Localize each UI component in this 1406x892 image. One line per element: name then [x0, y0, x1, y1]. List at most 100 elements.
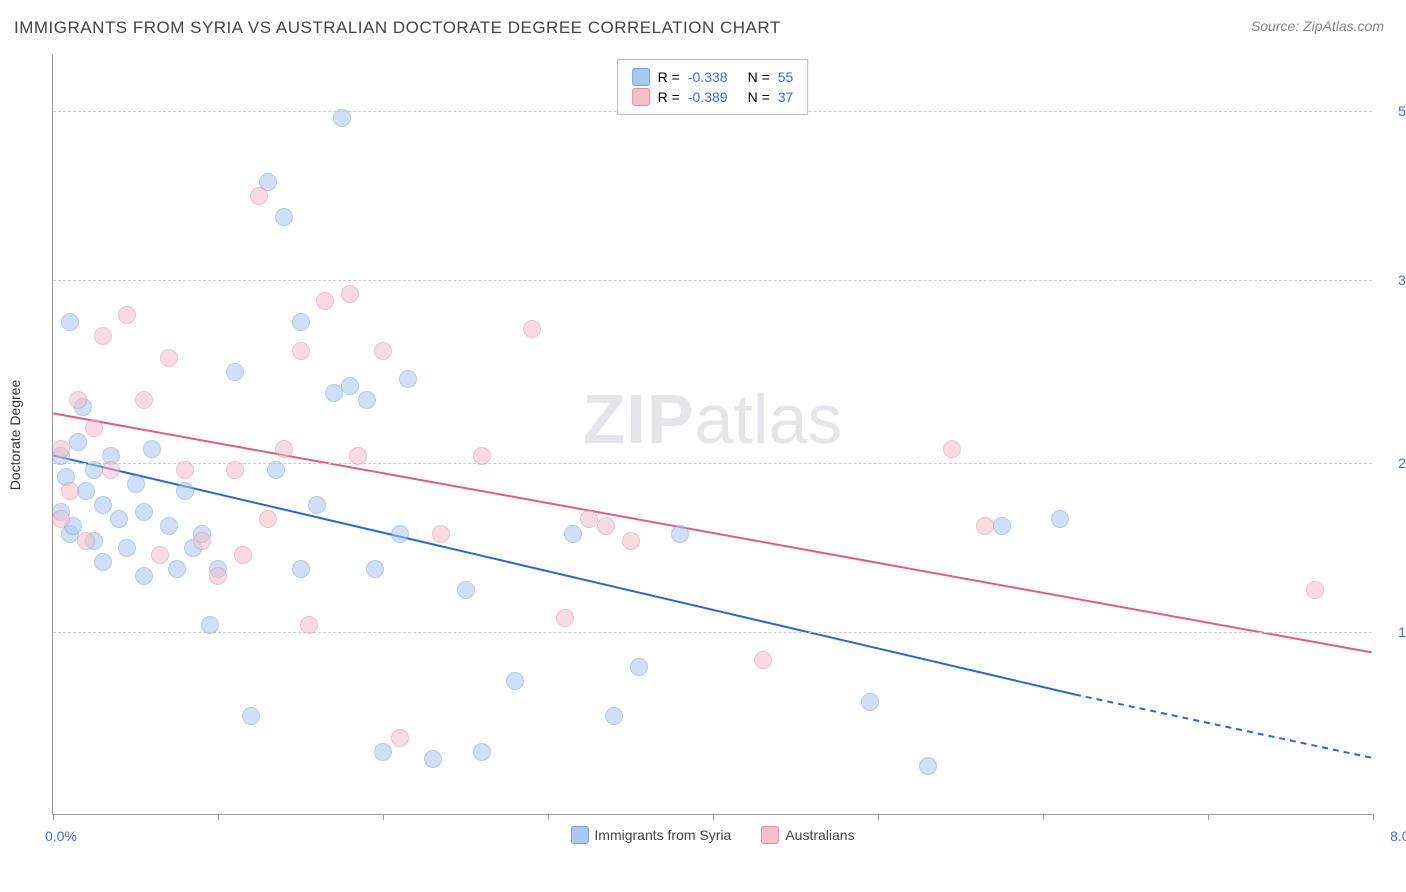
- scatter-point: [259, 510, 277, 528]
- scatter-point: [424, 750, 442, 768]
- scatter-point: [135, 391, 153, 409]
- scatter-point: [473, 743, 491, 761]
- series-legend: Immigrants from Syria Australians: [570, 826, 854, 844]
- scatter-point: [374, 743, 392, 761]
- legend-n-label: N =: [748, 89, 770, 105]
- x-axis-min-label: 0.0%: [45, 828, 77, 844]
- scatter-point: [580, 510, 598, 528]
- legend-r-value: -0.389: [688, 89, 728, 105]
- scatter-point: [556, 609, 574, 627]
- x-tick: [1043, 814, 1044, 820]
- legend-series-item: Immigrants from Syria: [570, 826, 731, 844]
- scatter-point: [292, 560, 310, 578]
- scatter-point: [176, 461, 194, 479]
- scatter-point: [85, 419, 103, 437]
- scatter-point: [366, 560, 384, 578]
- scatter-point: [1306, 581, 1324, 599]
- legend-series-item: Australians: [761, 826, 854, 844]
- scatter-point: [135, 567, 153, 585]
- scatter-point: [242, 707, 260, 725]
- scatter-point: [1051, 510, 1069, 528]
- watermark-bold: ZIP: [583, 380, 695, 458]
- legend-series-label: Immigrants from Syria: [594, 827, 731, 843]
- scatter-point: [52, 510, 70, 528]
- scatter-point: [630, 658, 648, 676]
- trend-lines-svg: [53, 55, 1372, 814]
- scatter-point: [250, 187, 268, 205]
- legend-swatch: [632, 68, 650, 86]
- x-tick: [713, 814, 714, 820]
- scatter-point: [993, 517, 1011, 535]
- scatter-point: [622, 532, 640, 550]
- legend-correlation-row: R = -0.389 N = 37: [632, 88, 794, 106]
- scatter-point: [110, 510, 128, 528]
- scatter-point: [976, 517, 994, 535]
- scatter-point: [473, 447, 491, 465]
- scatter-point: [94, 553, 112, 571]
- scatter-point: [292, 342, 310, 360]
- y-tick-label: 5.0%: [1398, 103, 1406, 119]
- scatter-point: [292, 313, 310, 331]
- scatter-point: [399, 370, 417, 388]
- scatter-point: [52, 440, 70, 458]
- scatter-point: [176, 482, 194, 500]
- gridline: [53, 632, 1372, 633]
- scatter-point: [94, 496, 112, 514]
- scatter-point: [77, 482, 95, 500]
- scatter-point: [457, 581, 475, 599]
- scatter-point: [226, 363, 244, 381]
- x-axis-max-label: 8.0%: [1390, 828, 1406, 844]
- scatter-point: [267, 461, 285, 479]
- chart-title: IMMIGRANTS FROM SYRIA VS AUSTRALIAN DOCT…: [14, 18, 781, 38]
- scatter-point: [671, 525, 689, 543]
- scatter-point: [341, 377, 359, 395]
- scatter-point: [168, 560, 186, 578]
- scatter-point: [102, 461, 120, 479]
- scatter-point: [564, 525, 582, 543]
- scatter-point: [77, 532, 95, 550]
- y-tick-label: 2.5%: [1398, 455, 1406, 471]
- scatter-point: [201, 616, 219, 634]
- scatter-point: [391, 525, 409, 543]
- scatter-point: [151, 546, 169, 564]
- scatter-point: [118, 306, 136, 324]
- legend-n-value: 37: [778, 89, 794, 105]
- x-tick: [53, 814, 54, 820]
- scatter-point: [861, 693, 879, 711]
- scatter-point: [127, 475, 145, 493]
- legend-n-value: 55: [778, 69, 794, 85]
- watermark-text: ZIPatlas: [583, 379, 843, 459]
- gridline: [53, 280, 1372, 281]
- x-tick: [548, 814, 549, 820]
- source-label: Source: ZipAtlas.com: [1251, 18, 1384, 34]
- scatter-point: [226, 461, 244, 479]
- legend-n-label: N =: [748, 69, 770, 85]
- chart-plot-area: Doctorate Degree ZIPatlas R = -0.338N = …: [52, 55, 1372, 815]
- legend-swatch: [570, 826, 588, 844]
- y-tick-label: 1.3%: [1398, 624, 1406, 640]
- scatter-point: [69, 433, 87, 451]
- x-tick: [218, 814, 219, 820]
- scatter-point: [209, 567, 227, 585]
- scatter-point: [523, 320, 541, 338]
- x-tick: [383, 814, 384, 820]
- scatter-point: [275, 208, 293, 226]
- correlation-legend: R = -0.338N = 55R = -0.389N = 37: [617, 59, 809, 115]
- legend-series-label: Australians: [785, 827, 854, 843]
- scatter-point: [61, 313, 79, 331]
- y-axis-title: Doctorate Degree: [7, 379, 23, 490]
- scatter-point: [325, 384, 343, 402]
- trend-line: [53, 413, 1371, 652]
- legend-correlation-row: R = -0.338N = 55: [632, 68, 794, 86]
- y-tick-label: 3.8%: [1398, 272, 1406, 288]
- legend-r-label: R =: [658, 69, 680, 85]
- legend-r-label: R =: [658, 89, 680, 105]
- scatter-point: [118, 539, 136, 557]
- scatter-point: [506, 672, 524, 690]
- scatter-point: [754, 651, 772, 669]
- scatter-point: [597, 517, 615, 535]
- scatter-point: [193, 532, 211, 550]
- scatter-point: [358, 391, 376, 409]
- scatter-point: [143, 440, 161, 458]
- scatter-point: [275, 440, 293, 458]
